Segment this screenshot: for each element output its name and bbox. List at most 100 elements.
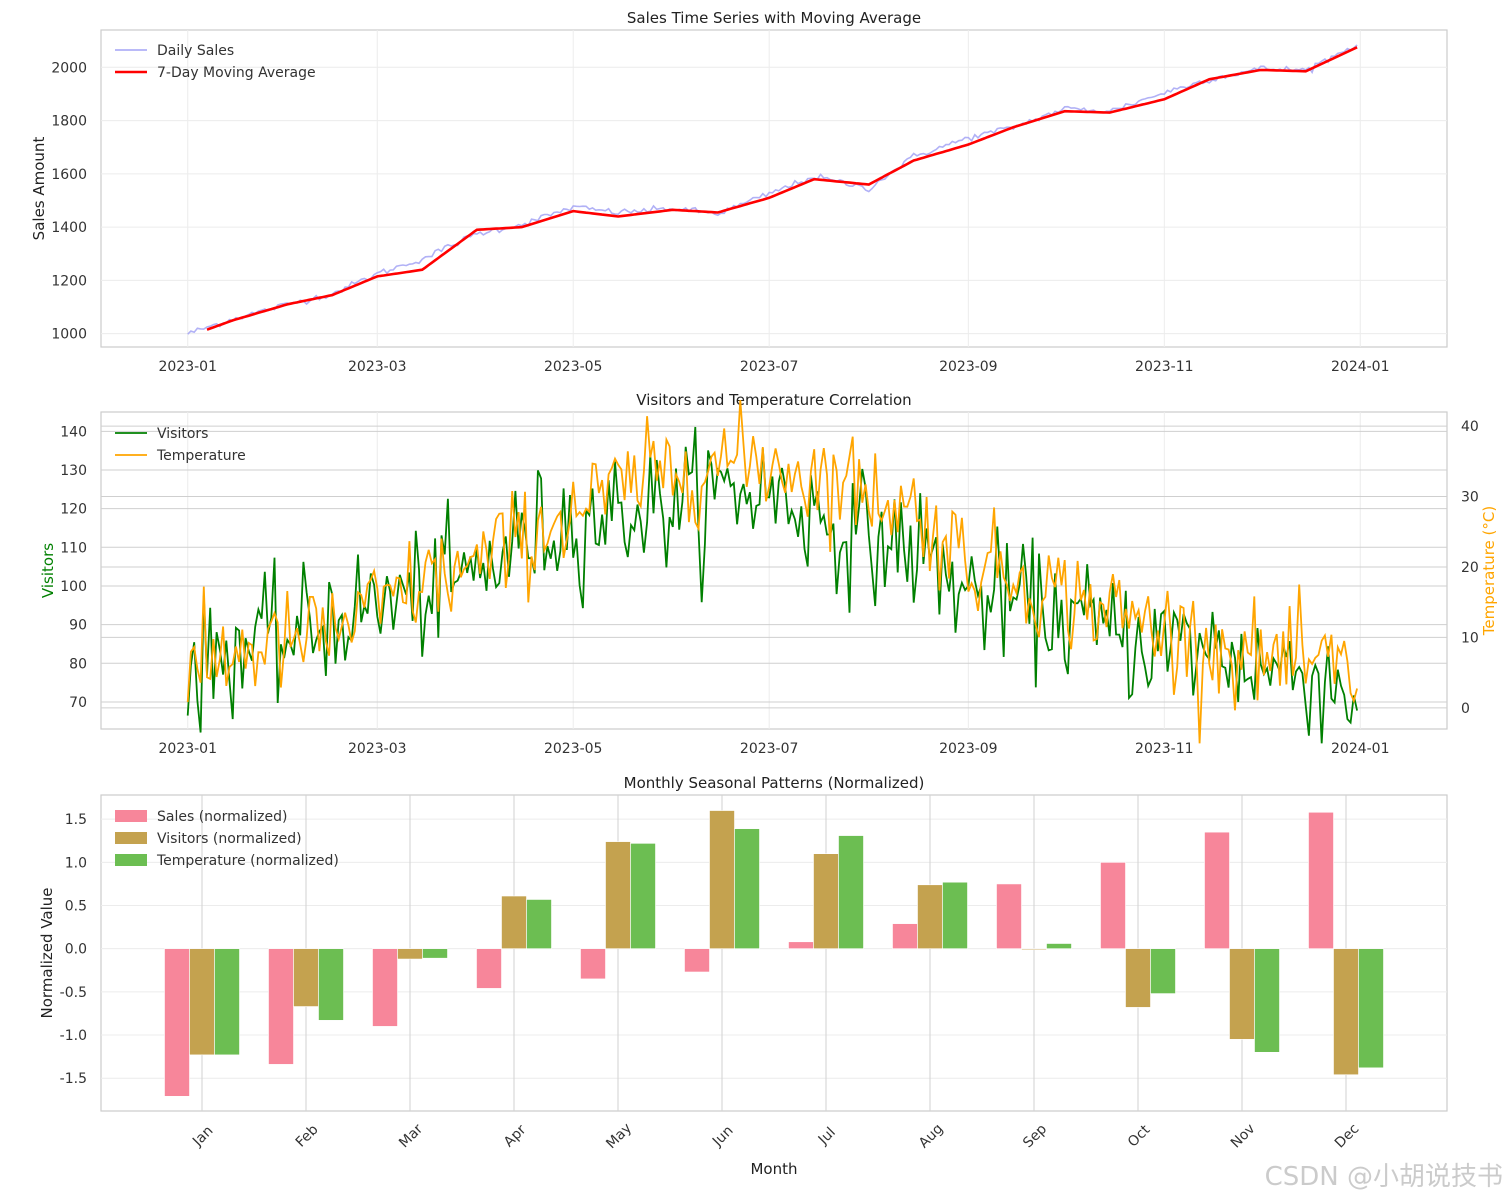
sales-chart-title: Sales Time Series with Moving Average: [627, 9, 921, 27]
visitors-x-tick-label: 2023-01: [158, 741, 217, 757]
visitors-x-tick-label: 2023-11: [1135, 741, 1194, 757]
visitors-x-tick-label: 2023-09: [939, 741, 998, 757]
visitors-line: [186, 426, 1358, 744]
sales-x-tick-label: 2023-11: [1135, 359, 1194, 375]
bar-sales: [372, 948, 398, 1027]
sales-y-tick-label: 2000: [51, 60, 87, 76]
legend-label: Daily Sales: [157, 43, 234, 59]
month-tick-label: Dec: [1332, 1121, 1362, 1151]
bar-visitors: [1021, 948, 1047, 950]
visitors-chart-title: Visitors and Temperature Correlation: [636, 391, 911, 409]
month-tick-label: Sep: [1020, 1121, 1050, 1151]
month-tick-label: Jan: [189, 1123, 216, 1150]
visitors-x-tick-label: 2024-01: [1331, 741, 1390, 757]
visitors-y-axis-label: Visitors: [39, 543, 57, 598]
bar-temperature: [630, 843, 656, 949]
month-tick-label: Apr: [501, 1122, 530, 1151]
monthly-y-tick-label: -1.0: [60, 1028, 87, 1044]
monthly-y-tick-label: 0.5: [65, 899, 87, 915]
visitors-y-tick-label: 130: [60, 463, 87, 479]
bar-visitors: [813, 853, 839, 949]
bar-sales: [788, 941, 814, 949]
bar-temperature: [942, 881, 968, 949]
monthly-y-tick-label: 1.5: [65, 812, 87, 828]
bar-visitors: [917, 884, 943, 949]
legend-label: Sales (normalized): [157, 809, 287, 825]
sales-chart: 2023-01 2023-03 2023-05 2023-07 2023-09 2023-…: [30, 9, 1448, 375]
visitors-chart-frame: [100, 411, 1448, 730]
sales-y-tick-label: 1200: [51, 273, 87, 289]
temperature-y-tick-label: 0: [1461, 701, 1470, 717]
bar-visitors: [501, 895, 527, 949]
legend-label: Temperature: [156, 448, 246, 464]
visitors-chart: 2023-01 2023-03 2023-05 2023-07 2023-09 2023-…: [39, 391, 1498, 757]
bar-sales: [996, 883, 1022, 949]
temperature-y-tick-label: 20: [1461, 560, 1479, 576]
bar-visitors: [293, 948, 319, 1007]
visitors-y-tick-label: 80: [69, 656, 87, 672]
watermark: CSDN @小胡说技书: [1264, 1162, 1503, 1192]
sales-y-axis-label: Sales Amount: [30, 137, 48, 241]
legend-label: 7-Day Moving Average: [157, 65, 316, 81]
legend-swatch: [115, 810, 147, 822]
bar-visitors: [1125, 948, 1151, 1008]
bar-temperature: [1254, 948, 1280, 1053]
sales-x-tick-label: 2023-09: [939, 359, 998, 375]
sales-chart-frame: [100, 29, 1448, 348]
monthly-x-axis-label: Month: [750, 1160, 797, 1178]
month-tick-label: Jun: [709, 1123, 736, 1150]
sales-x-tick-label: 2023-01: [158, 359, 217, 375]
sales-x-tick-label: 2023-07: [740, 359, 799, 375]
visitors-y-tick-label: 110: [60, 540, 87, 556]
bar-sales: [476, 948, 502, 989]
visitors-y-tick-label: 90: [69, 618, 87, 634]
legend-label: Visitors (normalized): [157, 831, 302, 847]
bar-temperature: [214, 948, 240, 1056]
bar-temperature: [1150, 948, 1176, 994]
bar-temperature: [422, 948, 448, 959]
temperature-y-tick-label: 40: [1461, 419, 1479, 435]
bar-sales: [164, 948, 190, 1097]
month-tick-label: Aug: [916, 1121, 947, 1152]
visitors-legend: Visitors Temperature: [115, 426, 246, 464]
month-tick-label: Oct: [1125, 1122, 1154, 1151]
sales-y-tick-label: 1400: [51, 220, 87, 236]
bar-temperature: [318, 948, 344, 1021]
legend-label: Temperature (normalized): [156, 853, 339, 869]
monthly-chart-title: Monthly Seasonal Patterns (Normalized): [624, 774, 925, 792]
bar-temperature: [1358, 948, 1384, 1069]
bar-temperature: [734, 828, 760, 949]
temperature-y-axis-label: Temperature (°C): [1480, 506, 1498, 636]
bar-temperature: [1046, 943, 1072, 949]
month-tick-label: Feb: [293, 1122, 322, 1151]
visitors-x-tick-label: 2023-03: [348, 741, 407, 757]
month-tick-label: Mar: [396, 1121, 426, 1151]
visitors-y-tick-label: 70: [69, 695, 87, 711]
legend-swatch: [115, 854, 147, 866]
bar-visitors: [605, 841, 631, 949]
visitors-x-tick-label: 2023-07: [740, 741, 799, 757]
visitors-y-tick-label: 120: [60, 502, 87, 518]
bar-temperature: [838, 835, 864, 949]
bar-sales: [1308, 811, 1334, 949]
sales-y-tick-label: 1000: [51, 327, 87, 343]
monthly-y-tick-label: 0.0: [65, 942, 87, 958]
bar-temperature: [526, 899, 552, 949]
bar-sales: [1204, 831, 1230, 949]
bar-sales: [580, 948, 606, 980]
legend-label: Visitors: [157, 426, 208, 442]
sales-y-tick-label: 1800: [51, 114, 87, 130]
bar-sales: [684, 948, 710, 973]
bar-sales: [892, 923, 918, 949]
bar-visitors: [1229, 948, 1255, 1040]
bar-sales: [268, 948, 294, 1065]
monthly-y-tick-label: 1.0: [65, 855, 87, 871]
month-tick-label: May: [603, 1120, 635, 1152]
month-tick-label: Jul: [815, 1125, 839, 1149]
monthly-legend: Sales (normalized) Visitors (normalized) T…: [115, 809, 339, 869]
sales-y-tick-label: 1600: [51, 167, 87, 183]
monthly-y-axis-label: Normalized Value: [38, 887, 56, 1018]
legend-swatch: [115, 832, 147, 844]
visitors-y-tick-label: 100: [60, 579, 87, 595]
